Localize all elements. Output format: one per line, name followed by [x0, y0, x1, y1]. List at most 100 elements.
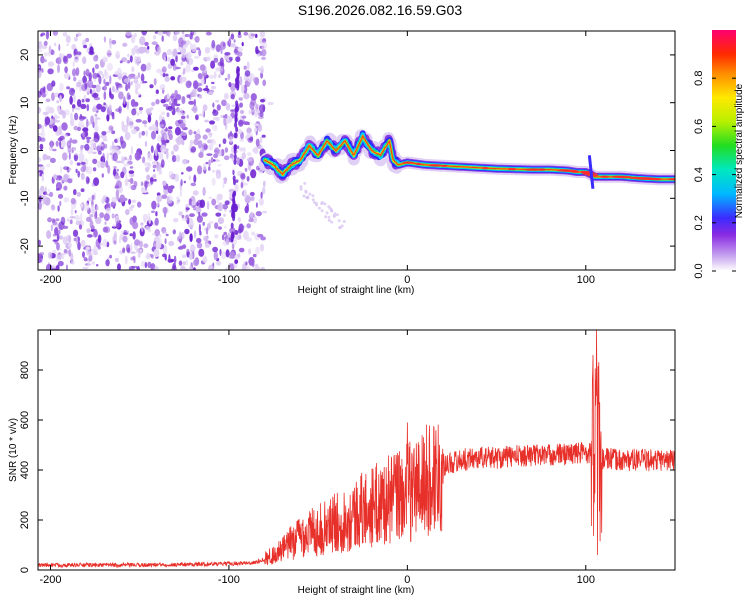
noise-blob	[123, 124, 128, 133]
noise-blob	[173, 144, 179, 152]
noise-blob	[102, 138, 108, 142]
noise-blob	[189, 32, 193, 40]
noise-blob	[51, 92, 55, 101]
noise-blob	[155, 99, 160, 105]
noise-blob	[38, 41, 43, 50]
noise-blob	[41, 45, 48, 50]
noise-blob	[104, 221, 107, 225]
noise-blob	[181, 254, 187, 259]
noise-blob	[132, 125, 135, 128]
noise-blob	[165, 31, 169, 36]
noise-blob	[174, 126, 181, 136]
noise-blob	[186, 207, 190, 211]
noise-blob	[244, 195, 251, 204]
noise-blob	[198, 248, 205, 257]
noise-blob	[212, 246, 219, 253]
noise-blob	[230, 109, 234, 112]
noise-blob	[224, 225, 227, 229]
colorbar: 0.0 0.2 0.4 0.6 0.8 Normalized spectral ampl…	[693, 30, 745, 279]
noise-blob	[208, 144, 214, 151]
noise-blob	[119, 135, 124, 145]
noise-blob	[63, 72, 70, 80]
noise-blob	[215, 170, 222, 180]
noise-blob	[159, 83, 166, 91]
noise-blob	[52, 239, 58, 242]
noise-blob	[75, 236, 79, 245]
noise-blob	[138, 107, 144, 111]
noise-blob	[232, 192, 235, 199]
noise-blob	[113, 168, 117, 176]
noise-blob	[181, 132, 187, 137]
noise-blob	[151, 200, 157, 210]
noise-blob	[168, 126, 173, 130]
noise-blob	[68, 168, 72, 171]
noise-blob	[185, 40, 191, 46]
noise-blob	[186, 166, 193, 172]
noise-blob	[86, 118, 89, 128]
noise-blob	[224, 77, 228, 81]
noise-blob	[222, 42, 226, 47]
noise-blob	[151, 101, 156, 107]
noise-blob	[231, 231, 235, 238]
noise-blob	[104, 68, 107, 77]
noise-blob	[55, 140, 59, 147]
noise-blob	[71, 139, 78, 144]
noise-blob	[59, 235, 64, 240]
noise-blob	[134, 32, 137, 38]
noise-blob	[148, 126, 155, 131]
noise-blob	[161, 194, 168, 199]
noise-blob	[182, 261, 186, 266]
noise-blob	[162, 231, 167, 234]
noise-blob	[54, 42, 57, 47]
noise-blob	[186, 114, 189, 119]
noise-blob	[73, 125, 78, 131]
noise-blob	[223, 116, 227, 126]
noise-blob	[47, 251, 53, 259]
noise-blob	[206, 223, 211, 230]
noise-blob	[80, 124, 85, 128]
noise-blob	[225, 103, 231, 111]
noise-blob	[130, 243, 133, 252]
x-tick-label: 0	[404, 274, 410, 286]
noise-blob	[235, 56, 241, 63]
noise-blob	[238, 97, 243, 101]
ridge-hotspot	[629, 176, 643, 180]
noise-blob	[80, 172, 85, 181]
noise-blob	[208, 196, 213, 200]
noise-blob	[105, 259, 110, 267]
noise-blob	[157, 134, 162, 142]
noise-blob	[102, 195, 107, 202]
noise-blob	[152, 174, 157, 179]
y-tick-label: 600	[19, 411, 31, 429]
noise-blob	[124, 59, 129, 63]
noise-blob	[95, 117, 101, 120]
noise-blob	[220, 115, 224, 118]
noise-blob	[177, 107, 183, 116]
noise-blob	[237, 47, 244, 52]
noise-blob	[202, 162, 207, 171]
noise-blob	[210, 60, 216, 69]
noise-blob	[136, 56, 140, 66]
noise-blob	[213, 251, 218, 261]
noise-blob	[122, 235, 128, 243]
noise-blob	[164, 76, 170, 82]
noise-blob	[112, 152, 118, 162]
noise-blob	[59, 82, 64, 92]
noise-blob	[117, 85, 123, 89]
noise-blob	[261, 134, 266, 138]
noise-blob	[193, 98, 196, 107]
noise-blob	[64, 66, 68, 74]
noise-blob	[114, 257, 119, 263]
noise-blob	[202, 104, 208, 112]
noise-blob	[214, 147, 220, 155]
noise-blob	[94, 113, 98, 118]
noise-blob	[75, 67, 80, 76]
noise-blob	[59, 165, 63, 174]
noise-blob	[38, 106, 42, 114]
noise-blob	[120, 171, 125, 179]
noise-blob	[128, 183, 132, 188]
noise-blob	[43, 86, 46, 92]
noise-blob	[175, 154, 181, 163]
noise-blob	[151, 130, 156, 140]
noise-blob	[180, 61, 184, 66]
